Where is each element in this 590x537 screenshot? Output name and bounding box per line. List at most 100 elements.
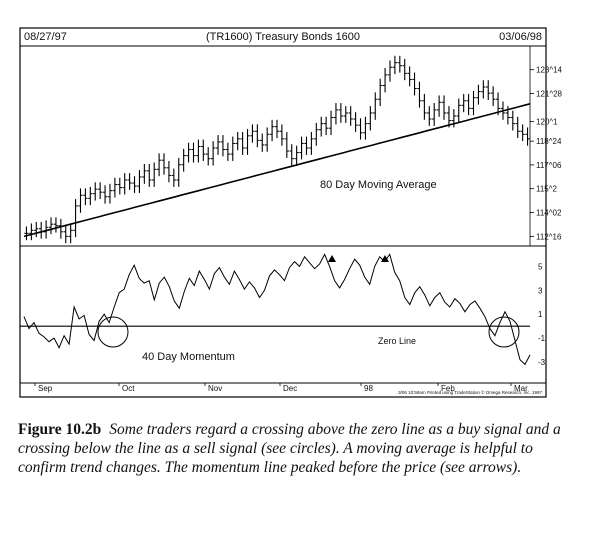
price-bar [461, 93, 466, 113]
price-bar [220, 135, 226, 157]
price-bar [147, 164, 152, 187]
month-tick-label: Dec [283, 384, 297, 393]
price-bar [392, 55, 398, 75]
price-bar [520, 124, 525, 142]
price-bar [48, 217, 54, 235]
price-bar [309, 132, 314, 155]
footer-note: 3/06 10:59am Printed using TradeStation … [398, 389, 542, 395]
price-bar [210, 141, 216, 166]
price-bar [407, 66, 412, 87]
momentum-line [23, 253, 531, 366]
price-bar [294, 145, 299, 166]
price-bar [338, 103, 344, 123]
price-bar [29, 223, 34, 241]
price-bar [264, 127, 270, 152]
price-bar [299, 136, 304, 160]
price-bar [397, 55, 403, 73]
price-bar [68, 223, 73, 244]
price-bar [363, 116, 368, 140]
price-bar [348, 106, 353, 126]
price-bar [142, 164, 147, 184]
figure-label: Figure 10.2b [18, 421, 102, 438]
price-bar [196, 139, 201, 163]
momentum-tick-label: 5 [538, 262, 543, 271]
month-tick-label: Feb [441, 384, 455, 393]
price-bar [436, 95, 442, 117]
price-tick-labels: 123^14 121^28 120^1 118^24 117^06 115^2 114^02… [530, 66, 563, 241]
price-bar [112, 177, 118, 198]
price-bar [73, 199, 78, 238]
price-bar [250, 124, 255, 143]
price-bar [117, 177, 122, 195]
price-tick-label: 114^02 [536, 209, 562, 218]
price-bar [323, 116, 329, 136]
price-bar [284, 132, 290, 158]
figure-text: Some traders regard a crossing above the… [18, 421, 561, 476]
month-tick-label: Sep [38, 384, 53, 393]
ma-label: 80 Day Moving Average [320, 179, 437, 191]
price-bar [88, 186, 93, 206]
price-bar [368, 106, 373, 131]
price-bar [319, 116, 324, 137]
price-bar [171, 168, 177, 187]
price-bar [481, 80, 486, 99]
price-bar [230, 136, 235, 161]
price-bar [201, 139, 206, 161]
price-tick-label: 115^2 [536, 185, 558, 194]
price-bar [245, 128, 250, 155]
price-tick-label: 118^24 [536, 137, 562, 146]
price-bar [269, 119, 275, 142]
price-bar [510, 110, 516, 131]
price-bar [382, 68, 388, 93]
momentum-tick-label: 1 [538, 310, 543, 319]
price-bar [289, 144, 294, 166]
price-bar [107, 183, 113, 204]
price-bar [490, 86, 496, 107]
momentum-label: 40 Day Momentum [142, 351, 235, 363]
price-bar [240, 132, 245, 155]
price-bar [127, 173, 132, 190]
price-bar [412, 72, 417, 96]
price-bar [161, 153, 167, 175]
price-bar [176, 157, 181, 187]
price-bar [422, 93, 427, 120]
price-bar [186, 142, 191, 163]
price-bars [24, 55, 530, 244]
price-bar [137, 170, 142, 193]
price-bar [63, 224, 68, 244]
price-bar [441, 95, 447, 120]
buy-signal-circle [97, 316, 129, 348]
sell-signal-circle [488, 316, 520, 348]
momentum-tick-label: -3 [538, 358, 546, 367]
month-tick-label: 98 [364, 384, 373, 393]
price-bar [466, 93, 471, 116]
price-bar [274, 119, 280, 139]
price-bar [260, 133, 265, 152]
momentum-tick-label: 3 [538, 286, 543, 295]
chart-frame [19, 27, 547, 398]
header-title: (TR1600) Treasury Bonds 1600 [206, 31, 360, 43]
price-bar [53, 217, 59, 233]
price-bar [343, 106, 348, 123]
price-bar [34, 221, 39, 238]
month-tick-labels: Sep Oct Nov Dec 98 Feb Mar [34, 383, 528, 393]
price-bar [255, 124, 260, 148]
price-bar [456, 98, 461, 123]
price-bar [206, 147, 211, 166]
price-bar [304, 136, 309, 155]
price-bar [24, 226, 29, 241]
figure-caption: Figure 10.2b Some traders regard a crossi… [18, 420, 578, 477]
price-bar [225, 142, 231, 161]
price-bar [525, 127, 530, 146]
price-tick-label: 121^28 [536, 89, 563, 98]
price-bar [402, 58, 407, 81]
moving-average-line [23, 103, 531, 238]
price-bar [417, 81, 422, 108]
price-bar [387, 60, 393, 82]
price-bar [446, 106, 452, 128]
price-bar [427, 106, 432, 126]
price-bar [476, 84, 481, 105]
month-tick-label: Oct [122, 384, 135, 393]
price-bar [151, 162, 157, 187]
